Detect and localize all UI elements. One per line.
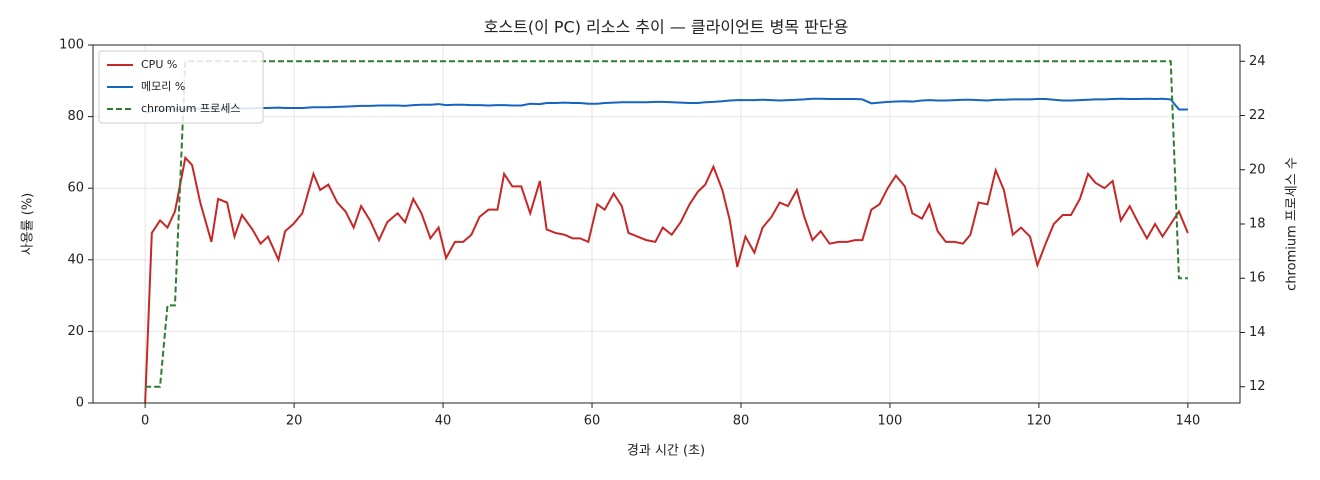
x-tick-label: 0 [141,414,149,429]
y-axis-label: 사용률 (%) [21,193,36,256]
x-tick-label: 100 [878,414,903,429]
y2-tick-label: 24 [1249,54,1266,69]
y2-tick-label: 14 [1249,325,1266,340]
y-tick-label: 20 [67,324,84,339]
x-axis-label: 경과 시간 (초) [627,444,705,459]
legend-label: CPU % [141,58,177,71]
chart-title: 호스트(이 PC) 리소스 추이 — 클라이언트 병목 판단용 [484,18,849,37]
x-tick-label: 140 [1175,414,1200,429]
y-tick-label: 0 [76,396,84,411]
x-tick-label: 40 [435,414,452,429]
y2-axis-label: chromium 프로세스 수 [1285,157,1300,291]
legend-label: chromium 프로세스 [141,102,240,115]
legend-box [98,50,264,124]
x-tick-label: 60 [584,414,601,429]
series-line [145,60,1188,388]
plot-frame [92,44,1241,404]
y-tick-label: 100 [59,38,84,53]
y2-tick-label: 16 [1249,271,1266,286]
legend-label: 메모리 % [141,80,185,93]
y2-tick-label: 18 [1249,217,1266,232]
y-tick-label: 80 [67,109,84,124]
x-tick-label: 20 [286,414,303,429]
legend: CPU % 메모리 % chromium 프로세스 [98,50,264,124]
x-tick-label: 80 [733,414,750,429]
series-line [144,97,1188,114]
y-tick-label: 60 [67,181,84,196]
x-tick-label: 120 [1026,414,1051,429]
y2-tick-label: 20 [1249,162,1266,177]
series-line [144,155,1189,404]
y2-tick-label: 22 [1249,108,1266,123]
y2-tick-label: 12 [1249,379,1266,394]
y-tick-label: 40 [67,252,84,267]
